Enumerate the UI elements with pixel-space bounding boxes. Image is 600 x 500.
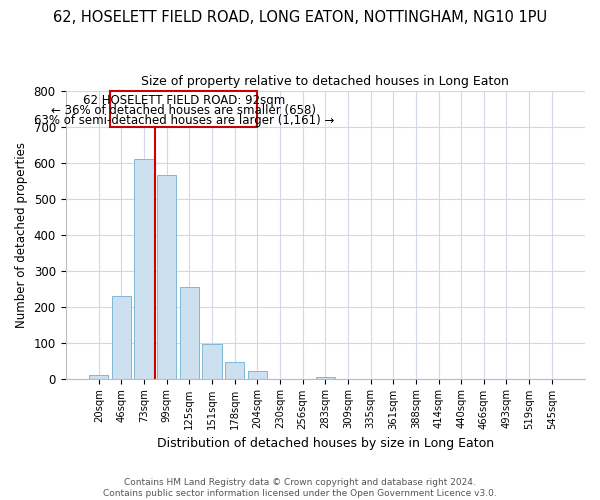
Text: ← 36% of detached houses are smaller (658): ← 36% of detached houses are smaller (65… bbox=[51, 104, 316, 117]
Bar bbox=[180, 288, 199, 378]
Text: 62 HOSELETT FIELD ROAD: 92sqm: 62 HOSELETT FIELD ROAD: 92sqm bbox=[83, 94, 285, 107]
X-axis label: Distribution of detached houses by size in Long Eaton: Distribution of detached houses by size … bbox=[157, 437, 494, 450]
Bar bbox=[316, 377, 335, 378]
Bar bbox=[248, 370, 267, 378]
Title: Size of property relative to detached houses in Long Eaton: Size of property relative to detached ho… bbox=[142, 75, 509, 88]
Bar bbox=[112, 296, 131, 378]
Bar bbox=[202, 344, 221, 378]
Text: 62, HOSELETT FIELD ROAD, LONG EATON, NOTTINGHAM, NG10 1PU: 62, HOSELETT FIELD ROAD, LONG EATON, NOT… bbox=[53, 10, 547, 25]
Bar bbox=[89, 375, 109, 378]
FancyBboxPatch shape bbox=[110, 90, 257, 126]
Y-axis label: Number of detached properties: Number of detached properties bbox=[15, 142, 28, 328]
Bar bbox=[225, 362, 244, 378]
Text: 63% of semi-detached houses are larger (1,161) →: 63% of semi-detached houses are larger (… bbox=[34, 114, 334, 126]
Bar bbox=[157, 175, 176, 378]
Text: Contains HM Land Registry data © Crown copyright and database right 2024.
Contai: Contains HM Land Registry data © Crown c… bbox=[103, 478, 497, 498]
Bar bbox=[134, 159, 154, 378]
